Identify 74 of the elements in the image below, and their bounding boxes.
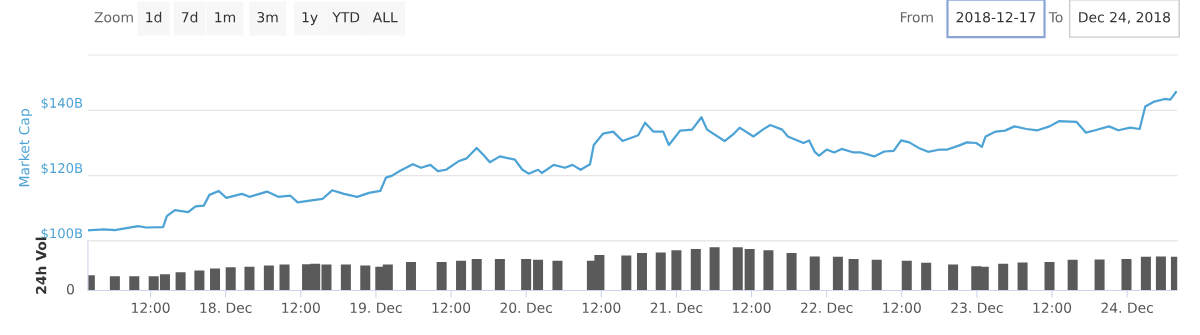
bar bbox=[109, 276, 120, 291]
x-tick-label: 12:00 bbox=[733, 302, 771, 313]
bar bbox=[436, 261, 447, 291]
x-tick-label: 19. Dec bbox=[350, 302, 402, 313]
x-tick-label: 18. Dec bbox=[200, 302, 252, 313]
y-tick-label: $140B bbox=[41, 97, 83, 110]
bar bbox=[129, 276, 140, 291]
bar bbox=[1094, 259, 1105, 291]
bar bbox=[709, 247, 720, 291]
x-tick-label: 21. Dec bbox=[650, 302, 703, 313]
bar bbox=[471, 258, 482, 291]
text: To bbox=[1048, 12, 1063, 23]
bar bbox=[494, 258, 505, 291]
bar bbox=[1155, 256, 1166, 291]
text: Zoom bbox=[94, 12, 133, 23]
x-tick-label: 23. Dec bbox=[951, 302, 1003, 313]
bar bbox=[456, 260, 467, 291]
bar bbox=[210, 268, 221, 291]
bar bbox=[948, 264, 959, 291]
x-tick-label: 12:00 bbox=[1033, 302, 1072, 313]
x-tick-label: 12:00 bbox=[282, 302, 320, 313]
y-axis-title: Market Cap bbox=[18, 109, 33, 187]
bar bbox=[521, 258, 532, 291]
text: Dec 24, 2018 bbox=[1079, 11, 1171, 24]
bar bbox=[690, 249, 701, 291]
x-tick-label: 12:00 bbox=[132, 302, 170, 313]
x-tick-label: 12:00 bbox=[582, 302, 621, 313]
bar bbox=[225, 267, 236, 291]
text: 0 bbox=[66, 283, 74, 295]
bar bbox=[1017, 262, 1028, 291]
text: 7d bbox=[181, 11, 198, 23]
bar bbox=[1121, 258, 1132, 291]
x-tick-label: 12:00 bbox=[432, 302, 471, 313]
bar bbox=[279, 264, 290, 291]
bar bbox=[1067, 259, 1078, 291]
bar bbox=[655, 252, 666, 291]
bar bbox=[175, 272, 186, 291]
bar bbox=[1140, 256, 1151, 291]
text: 1m bbox=[215, 12, 235, 23]
bar bbox=[809, 256, 820, 291]
x-tick-label: 20. Dec bbox=[500, 302, 552, 313]
bar bbox=[786, 252, 797, 291]
bar bbox=[244, 266, 255, 291]
bar bbox=[832, 256, 843, 291]
bar bbox=[533, 259, 544, 291]
x-tick-label: 24. Dec bbox=[1101, 302, 1153, 313]
bar bbox=[901, 260, 912, 291]
bar bbox=[621, 255, 632, 291]
bar bbox=[194, 270, 205, 291]
bar bbox=[636, 252, 647, 291]
bar bbox=[871, 259, 882, 291]
bar bbox=[263, 265, 274, 291]
bar bbox=[340, 264, 351, 291]
text: 1d bbox=[146, 11, 162, 23]
text: From bbox=[900, 12, 933, 23]
bar bbox=[1044, 261, 1055, 291]
text: ALL bbox=[372, 12, 398, 23]
x-tick-label: 22. Dec bbox=[800, 302, 853, 313]
text: 3m bbox=[257, 11, 278, 23]
text: 1y bbox=[302, 12, 318, 26]
text: YTD bbox=[332, 12, 360, 23]
bar bbox=[732, 247, 743, 291]
bar bbox=[360, 265, 371, 291]
y-tick-label: $120B bbox=[41, 162, 83, 175]
bar bbox=[921, 262, 932, 291]
x-tick-label: 12:00 bbox=[883, 302, 921, 313]
bar bbox=[405, 261, 416, 291]
bar bbox=[744, 249, 755, 291]
bar bbox=[763, 250, 774, 291]
bar bbox=[552, 260, 563, 291]
bar bbox=[848, 258, 859, 291]
bar bbox=[671, 250, 682, 291]
bar bbox=[998, 263, 1009, 291]
text: 2018-12-17 bbox=[956, 11, 1036, 23]
